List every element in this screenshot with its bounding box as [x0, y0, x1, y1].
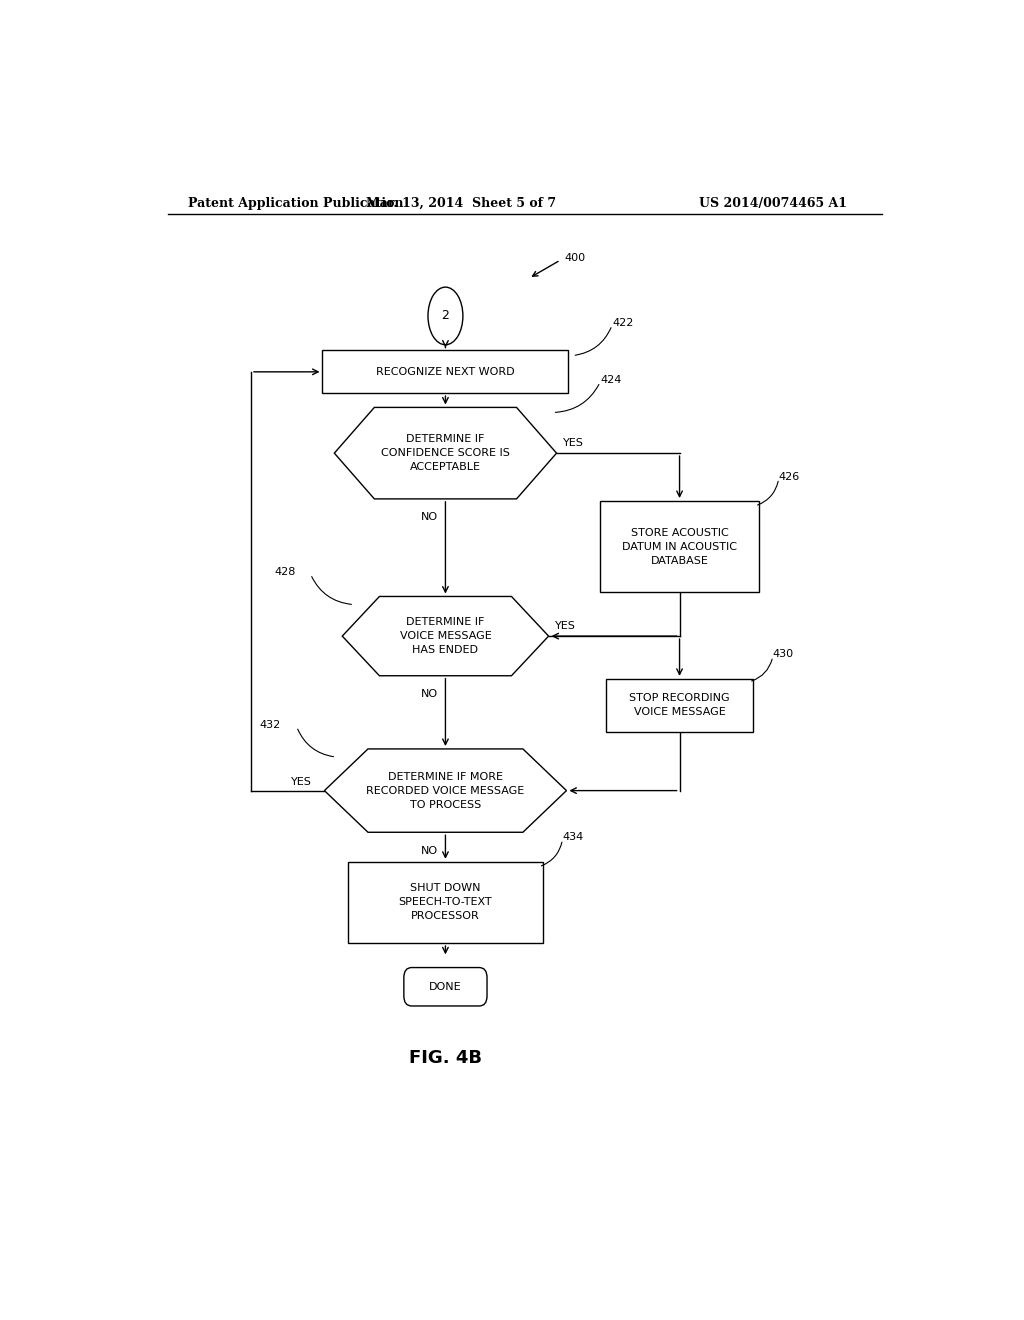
- FancyBboxPatch shape: [606, 678, 753, 731]
- Polygon shape: [334, 408, 557, 499]
- Text: STOP RECORDING
VOICE MESSAGE: STOP RECORDING VOICE MESSAGE: [629, 693, 730, 717]
- Text: 428: 428: [274, 568, 296, 577]
- Polygon shape: [342, 597, 549, 676]
- Text: DONE: DONE: [429, 982, 462, 991]
- Text: Mar. 13, 2014  Sheet 5 of 7: Mar. 13, 2014 Sheet 5 of 7: [367, 197, 556, 210]
- Text: 426: 426: [778, 471, 800, 482]
- Text: FIG. 4B: FIG. 4B: [409, 1049, 482, 1067]
- Text: 430: 430: [773, 649, 794, 660]
- Text: STORE ACOUSTIC
DATUM IN ACOUSTIC
DATABASE: STORE ACOUSTIC DATUM IN ACOUSTIC DATABAS…: [622, 528, 737, 566]
- Text: Patent Application Publication: Patent Application Publication: [187, 197, 403, 210]
- Text: 434: 434: [562, 833, 584, 842]
- Text: NO: NO: [421, 512, 438, 523]
- FancyBboxPatch shape: [600, 500, 759, 593]
- Text: US 2014/0074465 A1: US 2014/0074465 A1: [699, 197, 848, 210]
- FancyBboxPatch shape: [403, 968, 487, 1006]
- Text: DETERMINE IF MORE
RECORDED VOICE MESSAGE
TO PROCESS: DETERMINE IF MORE RECORDED VOICE MESSAGE…: [367, 772, 524, 809]
- Ellipse shape: [428, 288, 463, 345]
- Text: 2: 2: [441, 309, 450, 322]
- Text: RECOGNIZE NEXT WORD: RECOGNIZE NEXT WORD: [376, 367, 515, 376]
- FancyBboxPatch shape: [323, 351, 568, 393]
- Text: YES: YES: [563, 438, 584, 447]
- Text: 432: 432: [259, 719, 281, 730]
- FancyBboxPatch shape: [348, 862, 543, 942]
- Text: NO: NO: [421, 689, 438, 700]
- Polygon shape: [325, 748, 566, 833]
- Text: YES: YES: [555, 620, 575, 631]
- Text: SHUT DOWN
SPEECH-TO-TEXT
PROCESSOR: SHUT DOWN SPEECH-TO-TEXT PROCESSOR: [398, 883, 493, 921]
- Text: 422: 422: [612, 318, 634, 329]
- Text: NO: NO: [421, 846, 438, 855]
- Text: DETERMINE IF
CONFIDENCE SCORE IS
ACCEPTABLE: DETERMINE IF CONFIDENCE SCORE IS ACCEPTA…: [381, 434, 510, 473]
- Text: DETERMINE IF
VOICE MESSAGE
HAS ENDED: DETERMINE IF VOICE MESSAGE HAS ENDED: [399, 618, 492, 655]
- Text: 424: 424: [600, 375, 622, 385]
- Text: YES: YES: [291, 777, 312, 788]
- Text: 400: 400: [564, 253, 586, 263]
